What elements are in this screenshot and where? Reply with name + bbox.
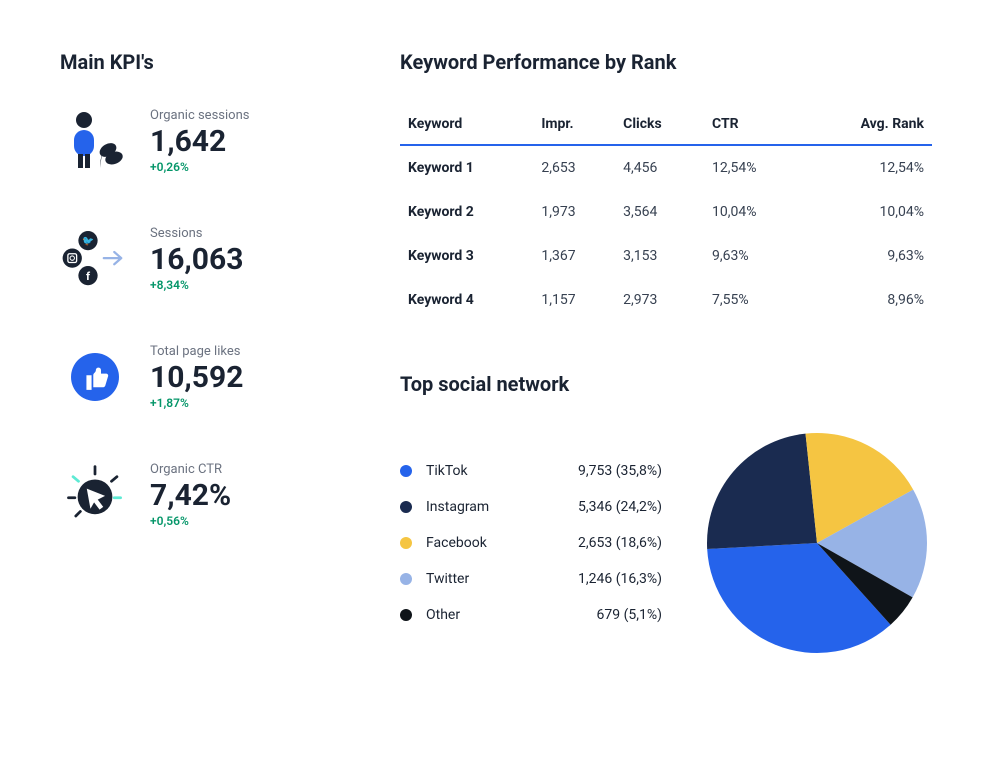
social-value: 1,246 (16,3%) [556, 571, 662, 587]
kpi-value: 1,642 [150, 125, 249, 158]
table-cell: 9,63% [704, 234, 803, 278]
kpi-text: Organic sessions 1,642 +0,26% [150, 108, 249, 174]
kpi-label: Organic CTR [150, 462, 231, 477]
table-row: Keyword 41,1572,9737,55%8,96% [400, 278, 932, 322]
table-cell: 8,96% [803, 278, 932, 322]
legend-dot [400, 609, 412, 621]
social-section: Top social network TikTok9,753 (35,8%)In… [400, 372, 932, 658]
social-sessions-icon: 🐦 f [60, 224, 130, 294]
keyword-table: Keyword Impr. Clicks CTR Avg. Rank Keywo… [400, 106, 932, 322]
social-row: Facebook2,653 (18,6%) [400, 525, 662, 561]
table-cell: 4,456 [615, 145, 704, 190]
social-value: 5,346 (24,2%) [556, 499, 662, 515]
table-cell: Keyword 2 [400, 190, 533, 234]
legend-dot [400, 573, 412, 585]
social-list: TikTok9,753 (35,8%)Instagram5,346 (24,2%… [400, 453, 662, 633]
kpi-change: +0,26% [150, 160, 249, 174]
table-cell: 3,564 [615, 190, 704, 234]
th-keyword: Keyword [400, 106, 533, 145]
table-cell: 9,63% [803, 234, 932, 278]
table-cell: 10,04% [704, 190, 803, 234]
legend-dot [400, 537, 412, 549]
social-name: TikTok [426, 463, 556, 479]
right-panel: Keyword Performance by Rank Keyword Impr… [400, 50, 932, 658]
table-row: Keyword 12,6534,45612,54%12,54% [400, 145, 932, 190]
table-cell: 1,367 [533, 234, 615, 278]
kpi-label: Total page likes [150, 344, 243, 359]
kpi-text: Total page likes 10,592 +1,87% [150, 344, 243, 410]
dashboard: Main KPI's Organic sessions 1,642 +0,26% [60, 50, 932, 658]
legend-dot [400, 465, 412, 477]
table-cell: 12,54% [704, 145, 803, 190]
kpi-label: Organic sessions [150, 108, 249, 123]
table-cell: 3,153 [615, 234, 704, 278]
kpi-sessions: 🐦 f Sessions 16,063 +8,34% [60, 224, 340, 294]
social-name: Instagram [426, 499, 556, 515]
kpi-value: 16,063 [150, 243, 243, 276]
table-row: Keyword 21,9733,56410,04%10,04% [400, 190, 932, 234]
th-clicks: Clicks [615, 106, 704, 145]
social-row: Other679 (5,1%) [400, 597, 662, 633]
social-title: Top social network [400, 372, 932, 396]
table-cell: 12,54% [803, 145, 932, 190]
likes-icon [60, 342, 130, 412]
svg-text:🐦: 🐦 [82, 236, 94, 247]
kpi-text: Sessions 16,063 +8,34% [150, 226, 243, 292]
kpi-organic-ctr: Organic CTR 7,42% +0,56% [60, 460, 340, 530]
kpi-organic-sessions: Organic sessions 1,642 +0,26% [60, 106, 340, 176]
table-cell: 2,973 [615, 278, 704, 322]
keyword-table-title: Keyword Performance by Rank [400, 50, 932, 74]
table-cell: Keyword 4 [400, 278, 533, 322]
table-cell: 2,653 [533, 145, 615, 190]
table-cell: Keyword 3 [400, 234, 533, 278]
th-impr: Impr. [533, 106, 615, 145]
table-header-row: Keyword Impr. Clicks CTR Avg. Rank [400, 106, 932, 145]
kpi-change: +8,34% [150, 278, 243, 292]
table-cell: Keyword 1 [400, 145, 533, 190]
social-row: TikTok9,753 (35,8%) [400, 453, 662, 489]
social-value: 2,653 (18,6%) [556, 535, 662, 551]
social-value: 9,753 (35,8%) [556, 463, 662, 479]
kpi-label: Sessions [150, 226, 243, 241]
social-name: Facebook [426, 535, 556, 551]
th-avgrank: Avg. Rank [803, 106, 932, 145]
table-cell: 10,04% [803, 190, 932, 234]
social-value: 679 (5,1%) [556, 607, 662, 623]
kpi-panel: Main KPI's Organic sessions 1,642 +0,26% [60, 50, 340, 658]
table-cell: 7,55% [704, 278, 803, 322]
social-body: TikTok9,753 (35,8%)Instagram5,346 (24,2%… [400, 428, 932, 658]
ctr-icon [60, 460, 130, 530]
kpi-value: 10,592 [150, 361, 243, 394]
social-row: Instagram5,346 (24,2%) [400, 489, 662, 525]
social-row: Twitter1,246 (16,3%) [400, 561, 662, 597]
social-name: Twitter [426, 571, 556, 587]
kpi-text: Organic CTR 7,42% +0,56% [150, 462, 231, 528]
kpi-page-likes: Total page likes 10,592 +1,87% [60, 342, 340, 412]
kpi-title: Main KPI's [60, 50, 340, 74]
table-cell: 1,157 [533, 278, 615, 322]
table-cell: 1,973 [533, 190, 615, 234]
kpi-change: +0,56% [150, 514, 231, 528]
organic-icon [60, 106, 130, 176]
th-ctr: CTR [704, 106, 803, 145]
social-name: Other [426, 607, 556, 623]
kpi-change: +1,87% [150, 396, 243, 410]
pie-chart [702, 428, 932, 658]
pie-slice [707, 434, 817, 549]
kpi-value: 7,42% [150, 479, 231, 512]
table-row: Keyword 31,3673,1539,63%9,63% [400, 234, 932, 278]
legend-dot [400, 501, 412, 513]
